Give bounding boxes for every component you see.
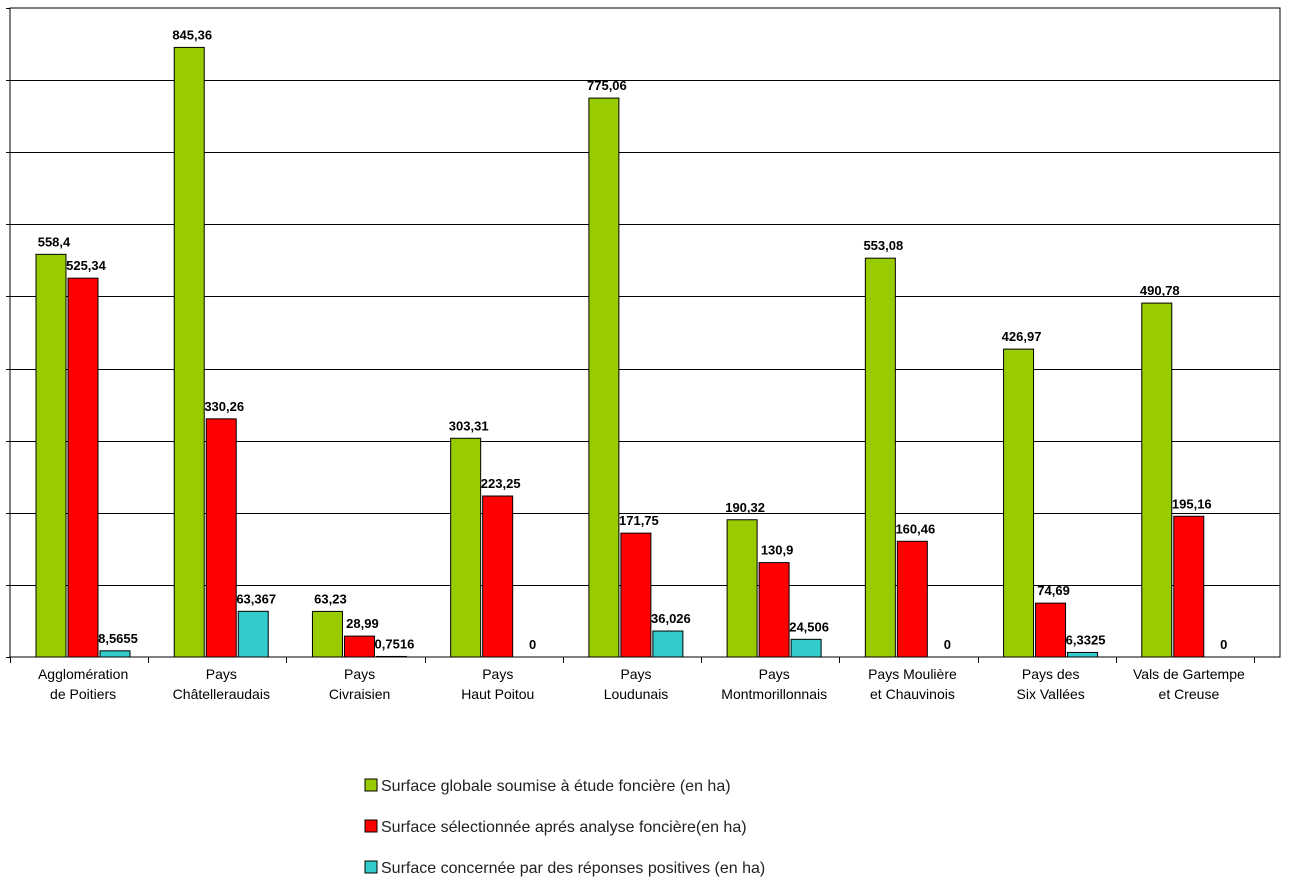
bars	[35, 46, 1205, 658]
bar-1-8	[1003, 348, 1035, 658]
bar-3-5	[652, 630, 684, 658]
legend-entry: Surface concernée par des réponses posit…	[381, 860, 765, 877]
bar-3-2	[237, 610, 269, 658]
category-label: Châtelleraudais	[173, 686, 270, 702]
category-labels: Agglomération de Poitiers Pays Châtelleraud…	[38, 666, 1245, 702]
data-label: 558,4	[38, 234, 71, 249]
data-label: 74,69	[1037, 583, 1070, 598]
data-label: 8,5655	[98, 631, 138, 646]
data-label: 171,75	[619, 513, 659, 528]
data-labels: 558,4 525,34 8,5655 845,36 330,26 63,367 63,23…	[38, 27, 1228, 652]
bar-1-3	[311, 610, 343, 658]
data-label: 490,78	[1140, 283, 1180, 298]
data-label: 553,08	[863, 238, 903, 253]
data-label: 0	[529, 637, 536, 652]
category-label: Pays des	[1022, 666, 1080, 682]
bar-2-9	[1173, 515, 1205, 658]
data-label: 330,26	[204, 399, 244, 414]
bar-3-3	[375, 655, 407, 658]
data-label: 0	[1220, 637, 1227, 652]
bar-3-8	[1067, 651, 1099, 658]
category-label: Vals de Gartempe	[1133, 666, 1245, 682]
data-label: 0	[944, 637, 951, 652]
legend-entry: Surface globale soumise à étude foncière…	[381, 778, 731, 795]
data-label: 223,25	[481, 476, 521, 491]
bar-1-7	[864, 257, 896, 658]
data-label: 845,36	[172, 27, 212, 42]
data-label: 303,31	[449, 418, 489, 433]
legend-swatch	[364, 778, 378, 792]
data-label: 28,99	[346, 616, 379, 631]
category-label: Six Vallées	[1017, 686, 1085, 702]
data-label: 160,46	[895, 521, 935, 536]
category-label: Loudunais	[604, 686, 669, 702]
category-label: Pays	[620, 666, 651, 682]
category-label: Pays	[206, 666, 237, 682]
category-label: de Poitiers	[50, 686, 116, 702]
category-label: Pays Moulière	[868, 666, 957, 682]
bar-2-3	[343, 635, 375, 658]
legend-entry: Surface sélectionnée aprés analyse fonci…	[381, 819, 747, 836]
bar-1-5	[588, 97, 620, 658]
bar-1-9	[1141, 302, 1173, 658]
data-label: 63,367	[236, 591, 276, 606]
bar-1-1	[35, 253, 67, 658]
category-label: Pays	[344, 666, 375, 682]
bar-2-8	[1035, 602, 1067, 658]
bar-3-6	[790, 638, 822, 658]
bar-2-2	[205, 418, 237, 658]
category-label: Agglomération	[38, 666, 128, 682]
legend: Surface globale soumise à étude foncière…	[364, 778, 765, 877]
data-label: 190,32	[725, 500, 765, 515]
data-label: 36,026	[651, 611, 691, 626]
bar-2-1	[67, 277, 99, 658]
data-label: 195,16	[1172, 496, 1212, 511]
category-label: Montmorillonnais	[721, 686, 827, 702]
data-label: 0,7516	[375, 636, 415, 651]
data-label: 130,9	[761, 543, 794, 558]
bar-1-2	[173, 46, 205, 658]
bar-2-5	[620, 532, 652, 658]
data-label: 63,23	[314, 591, 347, 606]
category-label: Pays	[759, 666, 790, 682]
category-label: Civraisien	[329, 686, 390, 702]
legend-swatch	[364, 819, 378, 833]
bar-2-4	[482, 495, 514, 658]
category-label: Pays	[482, 666, 513, 682]
bar-3-1	[99, 650, 131, 658]
legend-swatch	[364, 860, 378, 874]
category-label: et Chauvinois	[870, 686, 955, 702]
bar-2-6	[758, 562, 790, 658]
data-label: 525,34	[66, 258, 107, 273]
data-label: 24,506	[789, 619, 829, 634]
data-label: 6,3325	[1066, 632, 1106, 647]
bar-1-6	[726, 519, 758, 658]
category-label: et Creuse	[1159, 686, 1220, 702]
bar-1-4	[450, 437, 482, 658]
bar-2-7	[896, 540, 928, 658]
data-label: 775,06	[587, 78, 627, 93]
data-label: 426,97	[1002, 329, 1042, 344]
category-label: Haut Poitou	[461, 686, 534, 702]
